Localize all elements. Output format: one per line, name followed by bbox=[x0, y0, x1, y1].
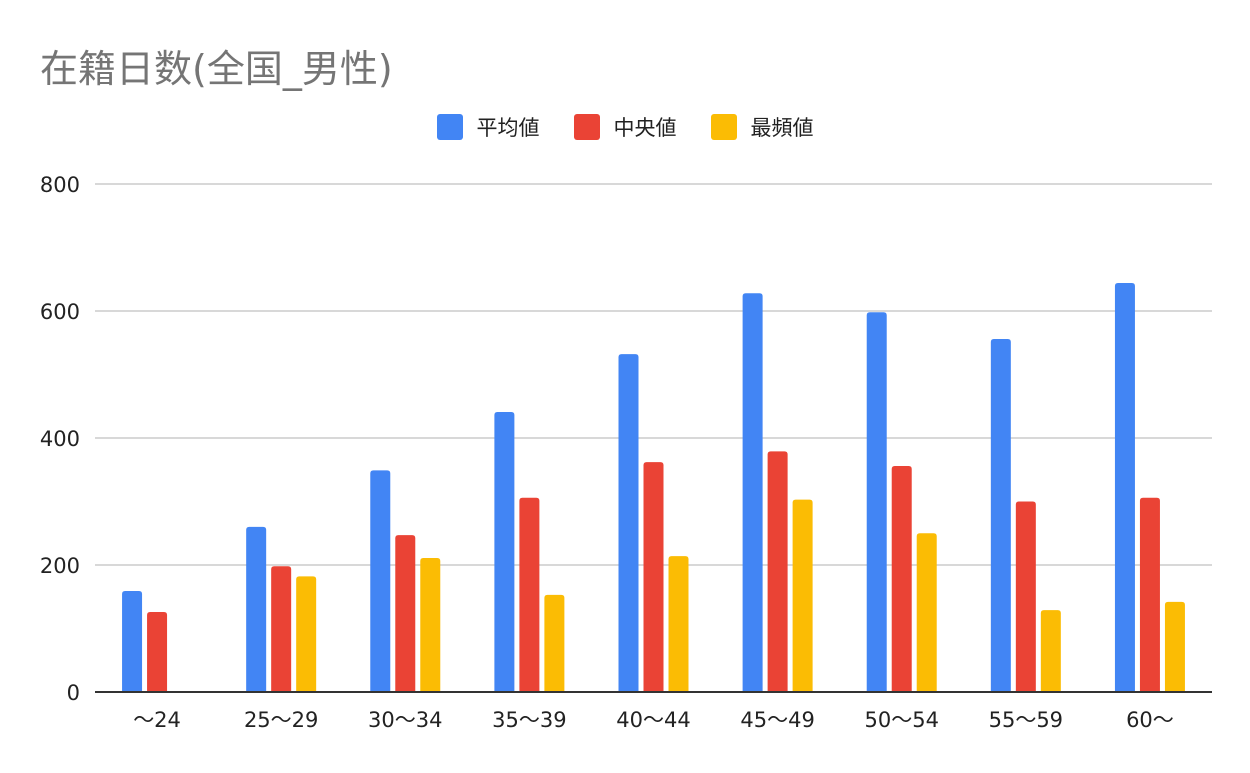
y-tick-label: 800 bbox=[40, 173, 80, 197]
bar-mean bbox=[370, 470, 391, 692]
x-tick-label: 45～49 bbox=[740, 708, 814, 732]
bar-mean bbox=[742, 293, 763, 692]
bar-mean bbox=[990, 338, 1011, 692]
legend-swatch-mode bbox=[710, 114, 737, 140]
bar-mode bbox=[1164, 601, 1185, 692]
x-tick-label: 25～29 bbox=[244, 708, 318, 732]
bar-median bbox=[147, 611, 168, 692]
bar-median bbox=[643, 462, 664, 692]
bar-mode bbox=[668, 556, 689, 692]
x-tick-label: 30～34 bbox=[368, 708, 442, 732]
legend-item-mean: 平均値 bbox=[436, 112, 540, 142]
legend-label-mean: 平均値 bbox=[476, 116, 540, 140]
bar-mode bbox=[544, 594, 565, 692]
legend-label-median: 中央値 bbox=[613, 116, 677, 140]
bar-mean bbox=[494, 411, 515, 692]
y-tick-label: 0 bbox=[67, 681, 80, 705]
y-tick-label: 600 bbox=[40, 300, 80, 324]
legend-item-median: 中央値 bbox=[573, 112, 677, 142]
bar-mean bbox=[122, 591, 143, 692]
x-tick-label: 40～44 bbox=[616, 708, 690, 732]
bar-median bbox=[395, 535, 416, 692]
bar-median bbox=[767, 451, 788, 692]
chart-title: 在籍日数(全国_男性) bbox=[40, 47, 393, 91]
bar-mode bbox=[792, 499, 813, 692]
bar-median bbox=[519, 497, 540, 692]
legend-label-mode: 最頻値 bbox=[750, 116, 814, 140]
x-tick-label: ～24 bbox=[133, 708, 181, 732]
legend-swatch-mean bbox=[436, 114, 463, 140]
bar-median bbox=[891, 465, 912, 692]
bar-mean bbox=[866, 312, 887, 692]
x-tick-label: 60～ bbox=[1126, 708, 1174, 732]
bar-median bbox=[1139, 497, 1160, 692]
bar-median bbox=[271, 566, 292, 692]
bar-mean bbox=[1114, 283, 1135, 692]
bar-mode bbox=[916, 533, 937, 692]
x-tick-label: 55～59 bbox=[989, 708, 1063, 732]
bar-mode bbox=[1040, 610, 1061, 692]
legend: 平均値 中央値 最頻値 bbox=[0, 112, 1250, 142]
legend-swatch-median bbox=[573, 114, 600, 140]
bar-mode bbox=[296, 576, 317, 692]
bar-mean bbox=[246, 526, 267, 692]
bar-median bbox=[1015, 501, 1036, 692]
bar-mean bbox=[618, 354, 639, 692]
bar-mode bbox=[420, 558, 441, 692]
x-tick-label: 35～39 bbox=[492, 708, 566, 732]
x-tick-label: 50～54 bbox=[864, 708, 938, 732]
y-tick-label: 200 bbox=[40, 554, 80, 578]
legend-item-mode: 最頻値 bbox=[710, 112, 814, 142]
y-tick-label: 400 bbox=[40, 427, 80, 451]
